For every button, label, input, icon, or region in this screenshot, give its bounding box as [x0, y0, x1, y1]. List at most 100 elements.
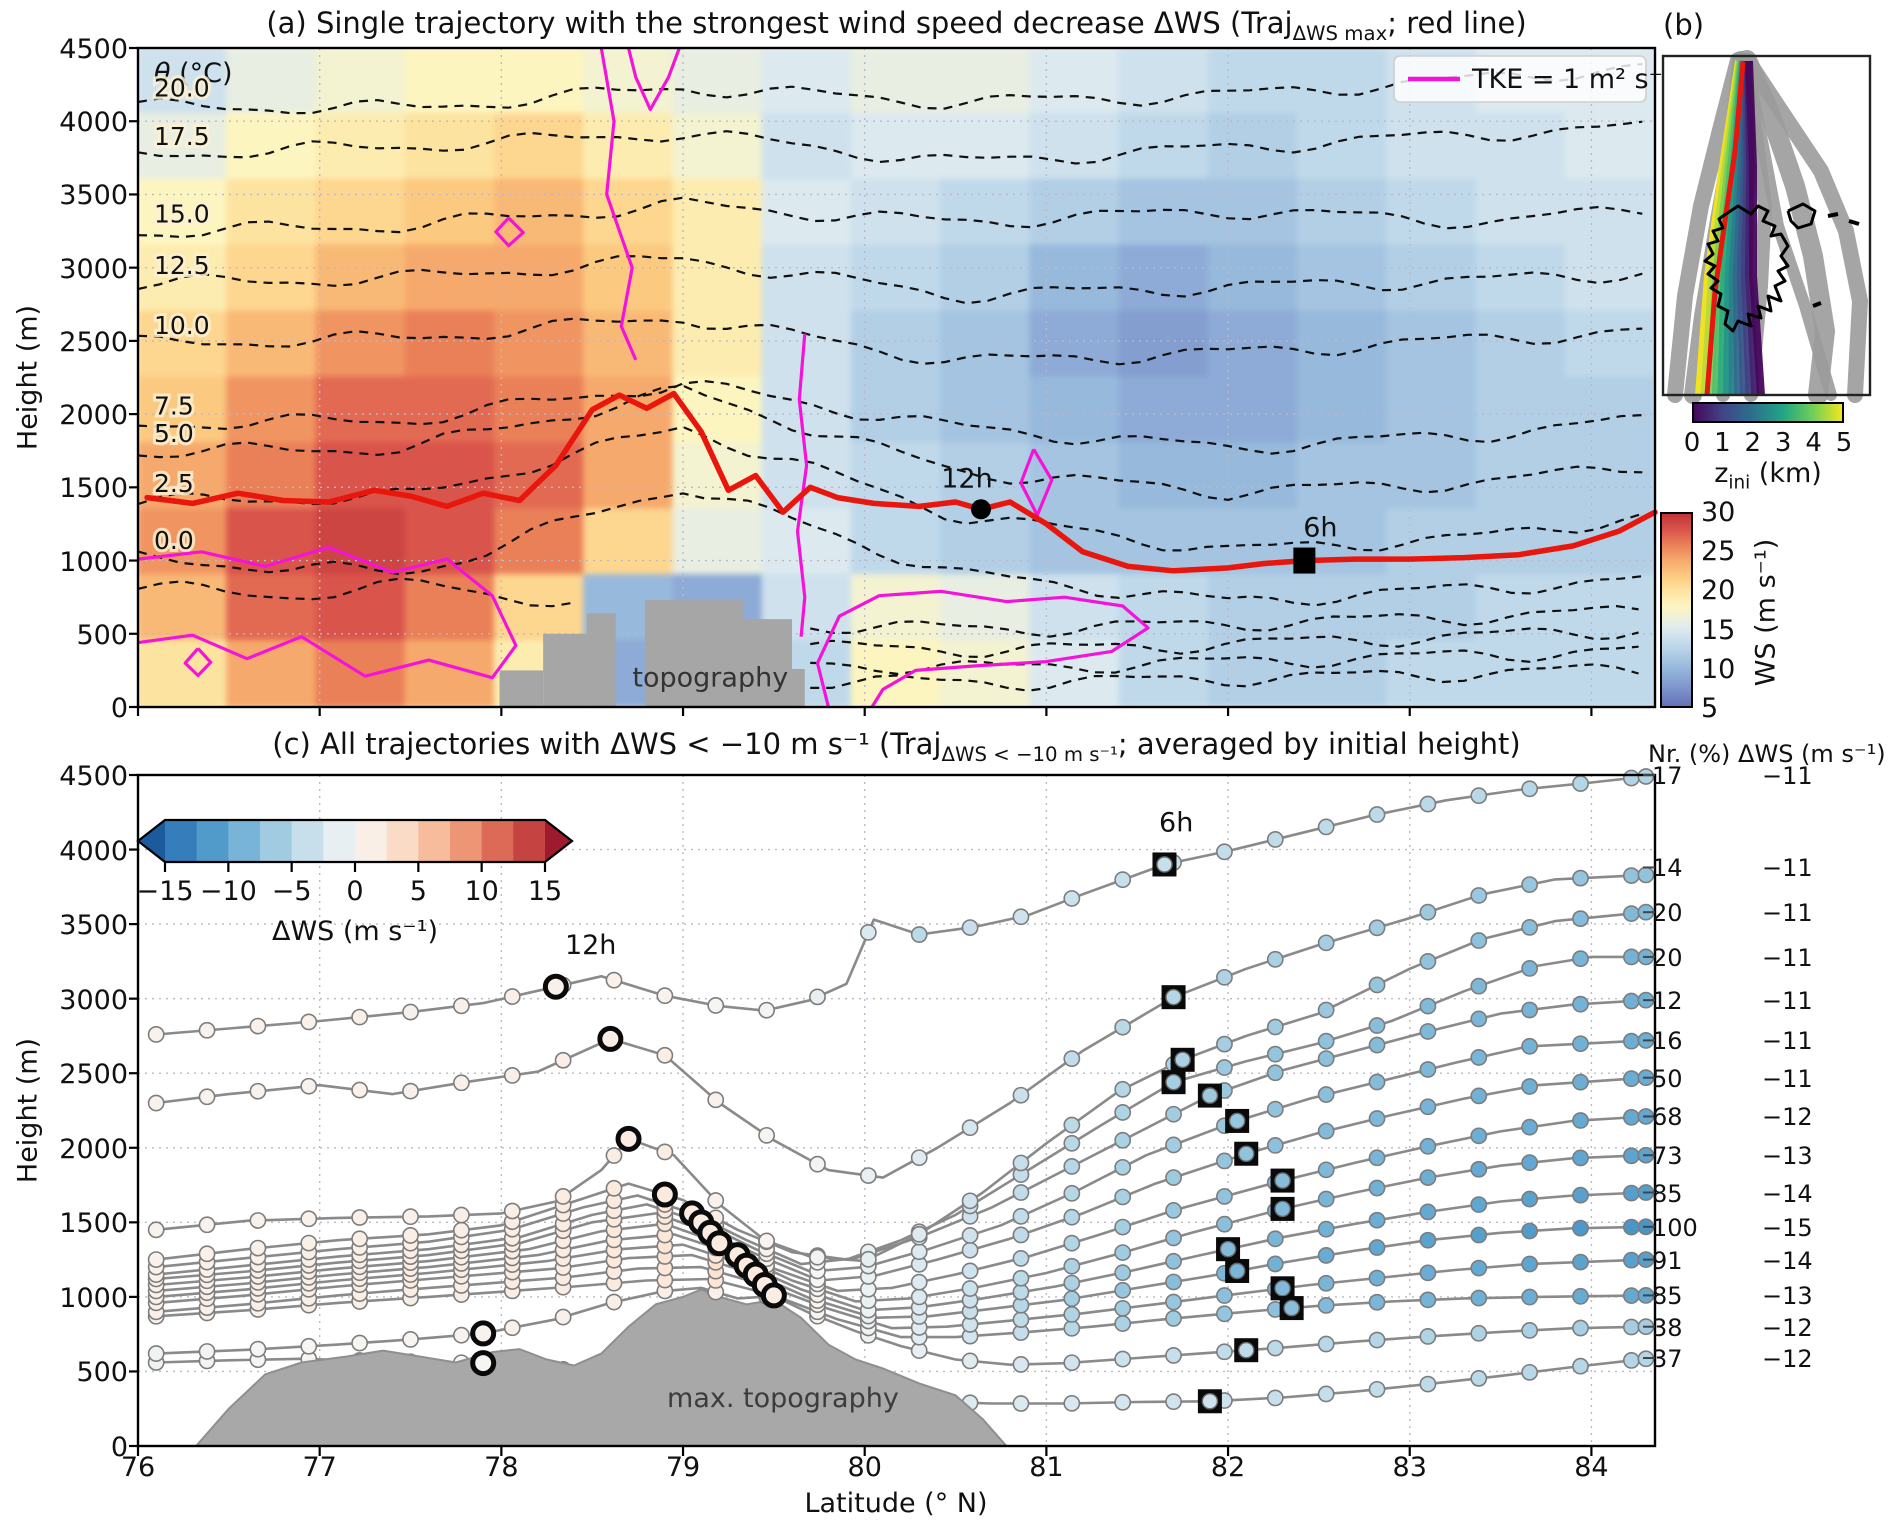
marker-6h-label: 6h [1303, 513, 1337, 544]
table-row-nr: 38 [1652, 1313, 1683, 1342]
table-row-dws: −11 [1762, 943, 1813, 972]
marker-12h-dot [970, 499, 991, 520]
svg-text:−10: −10 [200, 876, 257, 907]
panel-c-ytick: 2000 [59, 1133, 128, 1165]
table-row-nr: 12 [1652, 987, 1683, 1016]
table-row-nr: 85 [1652, 1179, 1683, 1208]
svg-text:θ (°C): θ (°C) [154, 58, 233, 89]
x-axis-label: Latitude (° N) [804, 1488, 988, 1519]
table-row-dws: −11 [1762, 854, 1813, 883]
table-row-nr: 16 [1652, 1027, 1683, 1056]
panel-a-ytick: 4500 [59, 34, 128, 65]
zini-colorbar [1692, 402, 1844, 423]
panel-a-ytick: 2000 [59, 400, 128, 432]
svg-text:20.0: 20.0 [154, 74, 210, 103]
svg-text:5.0: 5.0 [154, 419, 194, 448]
panel-c-frame [136, 773, 1657, 1448]
svg-text:7.5: 7.5 [154, 391, 194, 420]
marker-12h-label: 12h [941, 463, 992, 494]
svg-text:15.0: 15.0 [154, 200, 210, 229]
table-row-dws: −12 [1762, 1103, 1813, 1132]
svg-text:0: 0 [346, 876, 363, 907]
right-table-header: Nr. (%) ΔWS (m s⁻¹) [1648, 740, 1886, 768]
ws-tick: 15 [1701, 614, 1736, 646]
table-row-nr: 68 [1652, 1103, 1683, 1132]
table-row-dws: −11 [1762, 987, 1813, 1016]
x-tick: 84 [1574, 1452, 1609, 1483]
zini-tick: 0 [1683, 428, 1701, 458]
panel-a-title: (a) Single trajectory with the strongest… [266, 6, 1527, 45]
panel-b-frame [1661, 54, 1872, 397]
table-row-nr: 73 [1652, 1142, 1683, 1171]
coastline [1703, 202, 1860, 333]
zini-tick: 5 [1835, 428, 1853, 458]
trajectory [147, 903, 1655, 1268]
max-topography [193, 1288, 1009, 1447]
zini-colorbar-label: zini (km) [1714, 458, 1822, 494]
panel-a-ytick: 1500 [59, 473, 128, 505]
panel-c-ytick: 0 [110, 1432, 128, 1463]
table-row-dws: −13 [1762, 1282, 1813, 1311]
table-row-dws: −11 [1762, 1027, 1813, 1056]
ws-colorbar-label: WS (m s⁻¹) [1750, 538, 1782, 687]
table-row-dws: −11 [1762, 1064, 1813, 1093]
panel-b-map [1661, 50, 1872, 405]
svg-text:TKE = 1 m² s⁻²: TKE = 1 m² s⁻² [1471, 64, 1674, 95]
marker-12h-circle [542, 973, 569, 1000]
ws-tick: 5 [1701, 693, 1719, 724]
panel-a-ytick: 3000 [59, 253, 128, 285]
topography-label: topography [632, 662, 788, 693]
svg-text:0.0: 0.0 [154, 526, 194, 555]
table-row-nr: 85 [1652, 1282, 1683, 1311]
x-tick: 80 [847, 1452, 882, 1483]
marker-6h-square [1293, 547, 1316, 574]
x-tick: 81 [1029, 1452, 1064, 1483]
panel-c-ytick: 3500 [59, 910, 128, 942]
panel-a-ytick: 2500 [59, 326, 128, 358]
table-row-nr: 14 [1652, 854, 1683, 883]
panel-a-ytick: 0 [110, 693, 128, 724]
panel-a-plot: topography θ (°C)20.0 17.5 15.0 12.5 10.0 7.55… [129, 46, 1674, 716]
svg-text:12.5: 12.5 [154, 251, 210, 280]
panel-c-plot: max. topography 12h 6h −15 −10 −5 0 5 10 15 ΔWS (m… [129, 768, 1657, 1456]
table-row-nr: 100 [1652, 1213, 1698, 1242]
marker-12h-circle [760, 1282, 787, 1309]
dws-colorbar: −15 −10 −5 0 5 10 15 ΔWS (m s⁻¹) [136, 818, 574, 947]
topography-blocks [499, 600, 805, 707]
table-row-nr: 17 [1652, 762, 1683, 790]
table-row-dws: −11 [1762, 762, 1813, 790]
table-row-nr: 50 [1652, 1064, 1683, 1093]
panel-c-ytick: 3000 [59, 984, 128, 1016]
svg-text:5: 5 [410, 876, 427, 907]
panel-a-ytick: 1000 [59, 546, 128, 578]
ws-tick: 30 [1701, 497, 1736, 528]
table-row-nr: 20 [1652, 943, 1683, 972]
svg-text:2.5: 2.5 [154, 469, 194, 498]
panel-c-ytick: 4000 [59, 835, 128, 867]
zini-tick: 4 [1805, 428, 1822, 458]
table-row-dws: −11 [1762, 899, 1813, 928]
time-markers [470, 852, 1304, 1414]
panel-a-ytick: 500 [76, 619, 128, 651]
marker-12h-circle [470, 1350, 497, 1377]
x-tick: 79 [665, 1452, 701, 1483]
table-row-nr: 20 [1652, 899, 1683, 928]
table-row-dws: −12 [1762, 1313, 1813, 1342]
zini-tick: 3 [1774, 428, 1792, 458]
marker-12h-circle [651, 1181, 678, 1208]
table-row-dws: −14 [1762, 1246, 1813, 1275]
red-trajectory [144, 390, 1658, 574]
panel-c-ytick: 500 [76, 1357, 128, 1389]
marker-12h-circle [615, 1125, 642, 1152]
x-tick: 76 [120, 1452, 156, 1483]
panel-a-ylabel: Height (m) [12, 304, 44, 451]
svg-text:15: 15 [528, 876, 562, 907]
panel-c-ytick: 4500 [59, 761, 128, 792]
table-row-dws: −12 [1762, 1345, 1813, 1374]
svg-text:10: 10 [464, 876, 498, 907]
panel-a-gridlines [138, 48, 1655, 707]
table-row-dws: −14 [1762, 1179, 1813, 1208]
marker-12h-circle [706, 1230, 733, 1257]
x-tick: 77 [302, 1452, 337, 1483]
svg-text:10.0: 10.0 [154, 311, 210, 340]
